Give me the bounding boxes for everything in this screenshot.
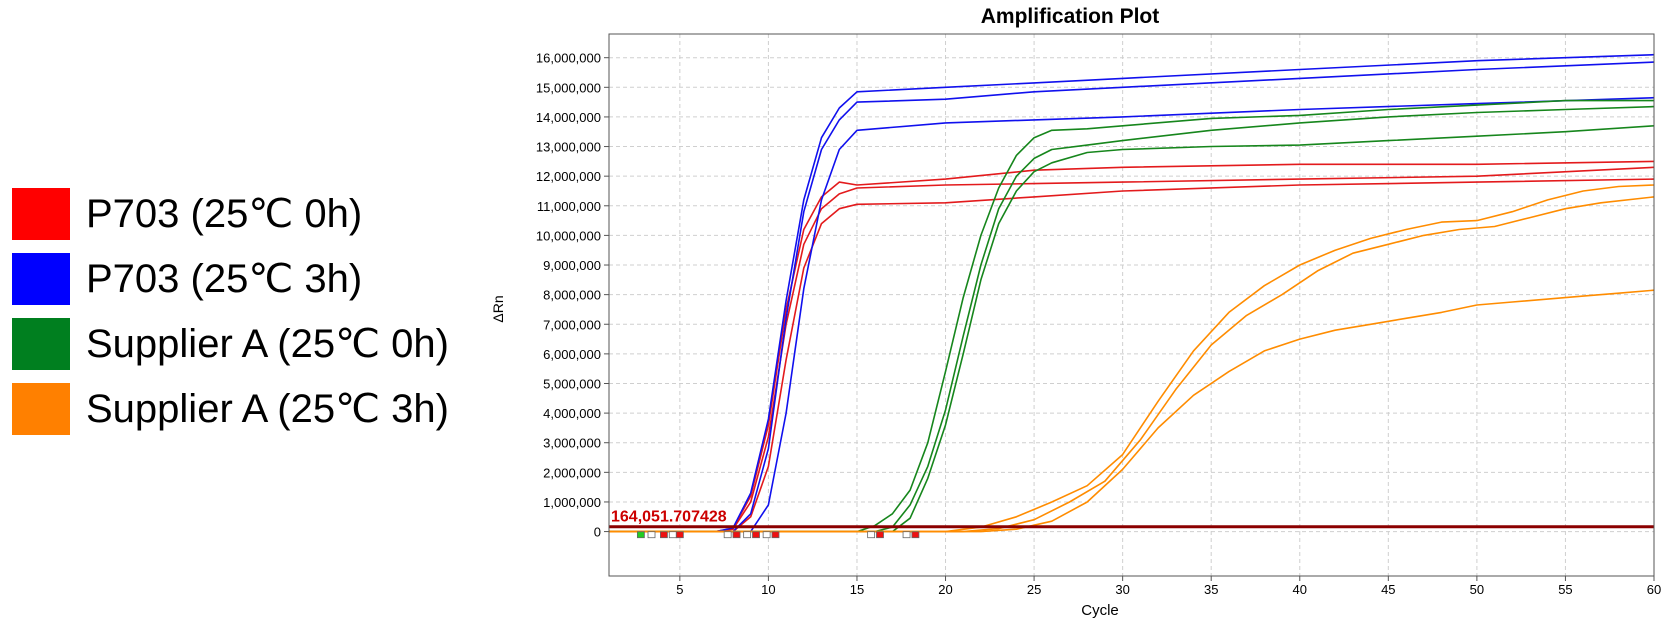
x-tick-label: 50	[1470, 582, 1484, 597]
y-tick-label: 6,000,000	[543, 347, 601, 362]
plot-frame	[608, 33, 1655, 577]
legend-item-p703-0h: P703 (25℃ 0h)	[8, 184, 468, 249]
grid	[609, 34, 1655, 576]
x-tick-label: 30	[1115, 582, 1129, 597]
baseline-marker	[902, 531, 911, 539]
legend-label: P703 (25℃ 0h)	[86, 192, 363, 236]
legend-item-supplier-a-0h: Supplier A (25℃ 0h)	[8, 314, 468, 379]
series-line	[609, 96, 1655, 533]
baseline-marker	[636, 531, 645, 539]
legend-item-supplier-a-3h: Supplier A (25℃ 3h)	[8, 379, 468, 444]
x-tick-label: 35	[1204, 582, 1218, 597]
series-line	[609, 196, 1655, 533]
y-tick-label: 11,000,000	[537, 199, 601, 214]
y-tick-label: 10,000,000	[536, 228, 601, 243]
threshold-label: 164,051.707428	[611, 509, 727, 526]
series-line	[609, 99, 1654, 533]
y-tick-label: 0	[594, 525, 601, 540]
series-line	[609, 125, 1655, 533]
threshold: 164,051.707428	[609, 509, 1654, 529]
x-tick-label: 55	[1558, 582, 1572, 597]
y-tick-label: 2,000,000	[543, 465, 601, 480]
y-axis-label: ΔRn	[490, 295, 506, 322]
baseline-marker	[723, 531, 732, 539]
y-tick-label: 5,000,000	[543, 376, 601, 391]
series	[609, 53, 1655, 533]
y-tick-label: 1,000,000	[543, 495, 601, 510]
chart-title: Amplification Plot	[981, 5, 1160, 28]
x-tick-label: 5	[676, 582, 683, 597]
baseline-marker	[660, 531, 668, 539]
baseline-marker	[771, 531, 780, 539]
baseline-marker	[675, 531, 684, 539]
legend-label: Supplier A (25℃ 0h)	[86, 322, 449, 366]
x-tick-label: 15	[850, 582, 864, 597]
y-tick-label: 9,000,000	[543, 258, 601, 273]
baseline-marker	[647, 531, 656, 539]
legend: P703 (25℃ 0h) P703 (25℃ 3h) Supplier A (…	[8, 184, 468, 444]
x-tick-label: 40	[1293, 582, 1307, 597]
legend-swatch	[12, 383, 70, 435]
series-line	[609, 289, 1655, 533]
x-tick-label: 10	[761, 582, 775, 597]
series-line	[609, 184, 1655, 533]
legend-swatch	[12, 318, 70, 370]
y-tick-label: 14,000,000	[536, 110, 601, 125]
baseline-marker	[743, 531, 752, 539]
y-tick-label: 3,000,000	[543, 436, 601, 451]
y-tick-label: 4,000,000	[543, 406, 601, 421]
baseline-marker	[876, 531, 884, 539]
legend-label: P703 (25℃ 3h)	[86, 257, 363, 301]
axis-ticks: 0 1,000,000 2,000,000 3,000,000 4,000,000 5,0…	[536, 51, 1661, 597]
y-tick-label: 8,000,000	[543, 288, 601, 303]
y-tick-label: 13,000,000	[536, 140, 601, 155]
baseline-marker	[911, 531, 920, 539]
y-tick-label: 7,000,000	[543, 317, 601, 332]
x-tick-label: 60	[1647, 582, 1661, 597]
legend-label: Supplier A (25℃ 3h)	[86, 387, 449, 431]
series-line	[609, 166, 1655, 533]
x-axis-label: Cycle	[1081, 602, 1119, 619]
series-line	[609, 178, 1655, 533]
x-tick-label: 20	[938, 582, 952, 597]
baseline-marker	[867, 531, 876, 539]
x-tick-label: 25	[1027, 582, 1041, 597]
y-tick-label: 15,000,000	[536, 80, 601, 95]
series-line	[609, 105, 1655, 533]
baseline-marker	[762, 531, 771, 539]
legend-item-p703-3h: P703 (25℃ 3h)	[8, 249, 468, 314]
baseline-marker	[752, 531, 760, 539]
legend-swatch	[12, 188, 70, 240]
baseline-marker	[732, 531, 741, 539]
baseline-markers	[636, 531, 920, 539]
legend-swatch	[12, 253, 70, 305]
x-tick-label: 45	[1381, 582, 1395, 597]
y-tick-label: 16,000,000	[536, 51, 601, 66]
series-line	[609, 61, 1655, 533]
baseline-marker	[668, 531, 677, 539]
y-tick-label: 12,000,000	[536, 169, 601, 184]
series-line	[609, 53, 1655, 533]
